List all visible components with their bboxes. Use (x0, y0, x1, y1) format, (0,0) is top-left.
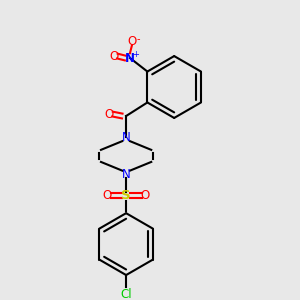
Text: S: S (121, 189, 131, 202)
Text: O: O (127, 35, 136, 48)
Text: O: O (104, 108, 113, 121)
Text: O: O (102, 189, 111, 202)
Text: N: N (122, 131, 130, 144)
Text: N: N (122, 168, 130, 181)
Text: +: + (132, 50, 139, 58)
Text: N: N (125, 52, 135, 64)
Text: -: - (137, 34, 140, 44)
Text: Cl: Cl (120, 288, 132, 300)
Text: O: O (141, 189, 150, 202)
Text: O: O (109, 50, 118, 63)
